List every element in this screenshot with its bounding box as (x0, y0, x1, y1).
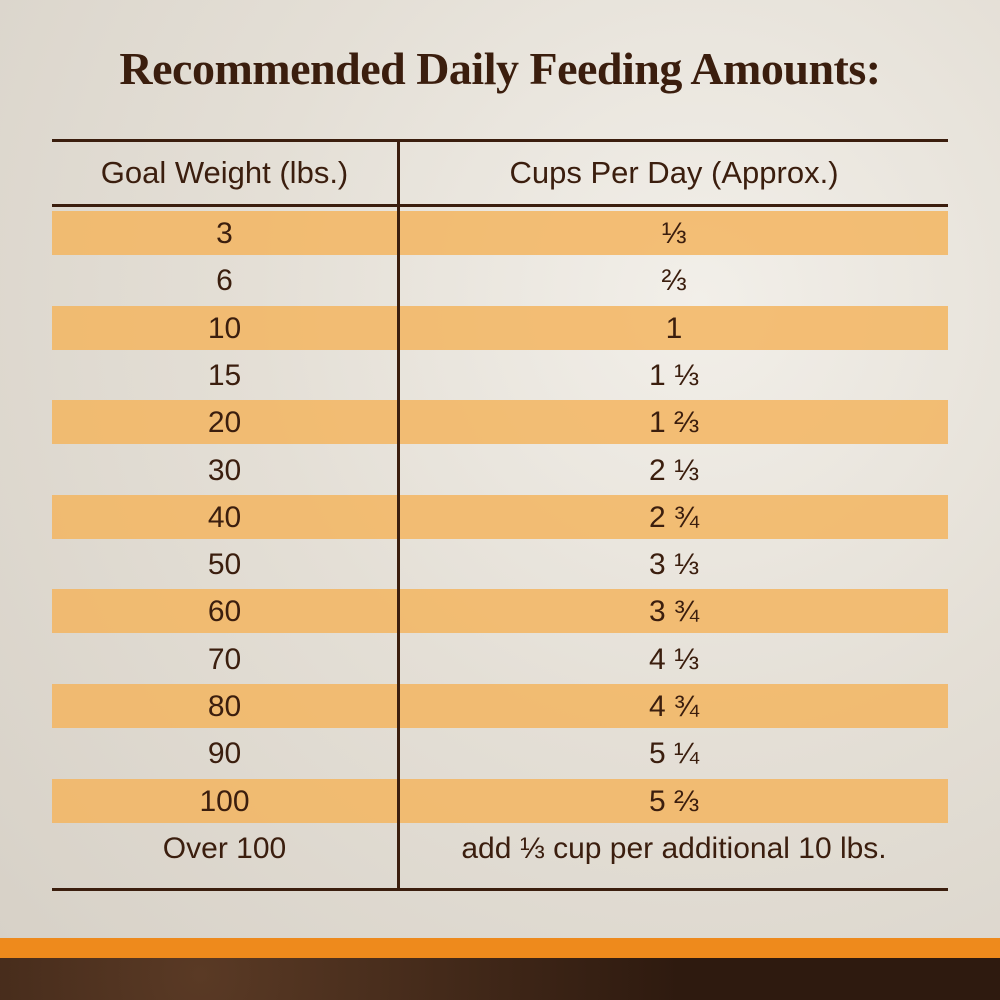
table-cell: 60 (207, 595, 242, 629)
soil-strip (0, 958, 1000, 1000)
table-cell: 20 (207, 406, 242, 440)
table-cell: 3 ¾ (648, 595, 700, 629)
row-band (52, 494, 948, 539)
table-cell: 30 (207, 453, 242, 487)
table-cell: 4 ⅓ (648, 642, 700, 676)
table-cell: 3 (216, 217, 233, 250)
table-cell: 80 (207, 690, 242, 723)
row-band (52, 589, 948, 634)
table-cell: 3 ⅓ (648, 548, 700, 582)
table-cell: add ⅓ cup per additional 10 lbs. (461, 831, 887, 865)
table-top-rule (52, 139, 948, 142)
table-cell: 70 (207, 642, 242, 676)
table-cell: 15 (207, 358, 242, 392)
header-cell: Goal Weight (lbs.) (100, 155, 349, 190)
header-cell: Cups Per Day (Approx.) (509, 155, 839, 190)
title: Recommended Daily Feeding Amounts: (119, 43, 881, 94)
table-cell: 1 ⅓ (648, 358, 700, 392)
table-cell: 2 ¾ (648, 500, 700, 534)
orange-stripe (0, 938, 1000, 958)
table-cell: 5 ⅔ (648, 784, 700, 818)
table-cell: 1 (665, 311, 683, 345)
column-divider (397, 140, 400, 890)
table-cell: 4 ¾ (648, 690, 700, 723)
table-cell: 5 ¼ (648, 737, 700, 771)
table-cell: 1 ⅔ (648, 406, 700, 440)
row-band (52, 305, 948, 350)
table-cell: 50 (207, 548, 242, 582)
row-band (52, 400, 948, 445)
table-cell: ⅔ (661, 264, 687, 298)
row-band (52, 211, 948, 255)
header-rule (52, 204, 948, 207)
table-cell: 100 (199, 784, 250, 818)
table-cell: 10 (207, 311, 242, 345)
table-cell: 6 (216, 264, 233, 298)
row-band (52, 778, 948, 823)
table-bottom-rule (52, 888, 948, 891)
table-cell: 40 (207, 500, 242, 534)
row-band (52, 684, 948, 728)
table-cell: 90 (207, 737, 242, 771)
table-cell: 2 ⅓ (648, 453, 700, 487)
table-cell: ⅓ (661, 217, 687, 250)
table-cell: Over 100 (162, 831, 287, 865)
